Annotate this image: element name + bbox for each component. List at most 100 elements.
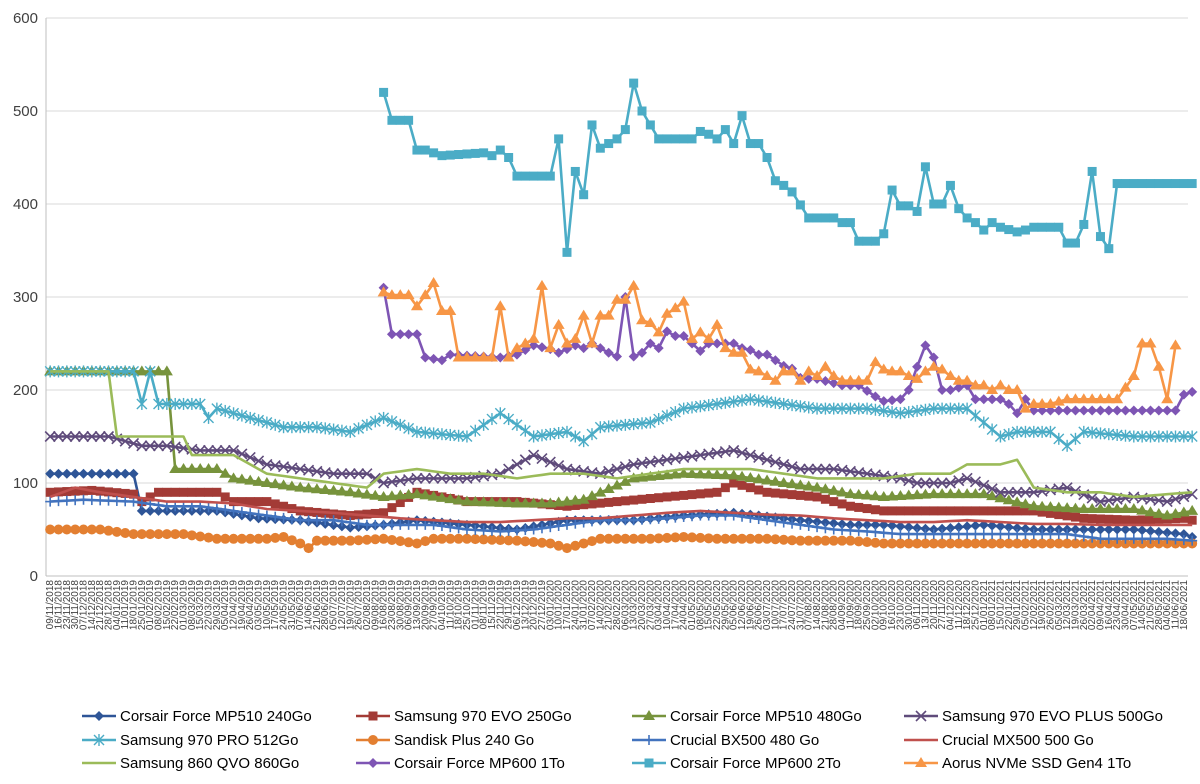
legend-marker bbox=[368, 711, 378, 721]
data-point bbox=[403, 422, 415, 435]
data-point bbox=[1078, 524, 1089, 535]
data-point bbox=[420, 145, 430, 155]
data-point bbox=[428, 353, 439, 364]
data-point bbox=[1011, 496, 1024, 507]
data-point bbox=[1070, 405, 1081, 416]
data-point bbox=[370, 519, 381, 530]
data-point bbox=[220, 533, 231, 544]
data-point bbox=[378, 519, 389, 530]
data-point bbox=[936, 402, 948, 415]
data-point bbox=[754, 139, 764, 149]
data-point bbox=[777, 365, 790, 376]
data-point bbox=[895, 521, 906, 532]
data-point bbox=[795, 519, 806, 530]
data-point bbox=[203, 502, 214, 513]
x-tick-label: 27/03/2020 bbox=[645, 580, 656, 630]
data-point bbox=[386, 519, 397, 530]
x-tick-label: 01/11/2019 bbox=[470, 580, 481, 630]
legend-marker bbox=[368, 758, 378, 768]
data-point bbox=[420, 352, 431, 363]
data-point bbox=[637, 494, 647, 504]
data-point bbox=[695, 126, 705, 136]
data-point bbox=[153, 505, 164, 516]
y-tick-label: 500 bbox=[13, 103, 38, 120]
data-point bbox=[228, 407, 240, 420]
data-point bbox=[670, 512, 681, 523]
data-point bbox=[520, 524, 531, 535]
data-point bbox=[320, 515, 331, 526]
data-point bbox=[728, 533, 739, 544]
data-point bbox=[136, 505, 147, 516]
data-point bbox=[862, 526, 873, 537]
data-point bbox=[494, 300, 507, 311]
data-point bbox=[1045, 405, 1056, 416]
data-point bbox=[986, 384, 999, 394]
x-tick-label: 22/11/2019 bbox=[495, 580, 506, 630]
x-tick-label: 22/02/2019 bbox=[170, 580, 181, 630]
data-point bbox=[694, 326, 707, 337]
data-point bbox=[285, 480, 298, 491]
data-point bbox=[353, 535, 364, 546]
data-point bbox=[1002, 494, 1015, 505]
data-point bbox=[1036, 500, 1049, 511]
data-point bbox=[661, 469, 674, 480]
data-point bbox=[687, 490, 697, 500]
data-point bbox=[78, 524, 89, 535]
x-tick-label: 18/01/2019 bbox=[129, 580, 140, 630]
data-point bbox=[1086, 503, 1099, 514]
data-point bbox=[837, 499, 847, 509]
series-line bbox=[49, 486, 1193, 527]
x-tick-label: 10/05/2019 bbox=[262, 580, 273, 630]
data-point bbox=[495, 526, 506, 537]
data-point bbox=[637, 514, 648, 525]
x-tick-label: 10/01/2020 bbox=[554, 580, 565, 630]
x-tick-label: 20/12/2019 bbox=[529, 580, 540, 630]
data-point bbox=[519, 497, 532, 508]
data-point bbox=[937, 199, 947, 209]
data-point bbox=[286, 421, 298, 434]
legend-label: Aorus NVMe SSD Gen4 1To bbox=[942, 755, 1131, 772]
data-point bbox=[1128, 405, 1139, 416]
data-point bbox=[61, 495, 72, 506]
data-point bbox=[362, 509, 372, 519]
data-point bbox=[1053, 432, 1065, 445]
data-point bbox=[969, 409, 981, 422]
data-point bbox=[360, 488, 373, 499]
data-point bbox=[1028, 425, 1040, 438]
data-point bbox=[828, 524, 839, 535]
data-point bbox=[344, 486, 357, 497]
data-point bbox=[1161, 393, 1174, 404]
data-point bbox=[662, 134, 672, 144]
legend-item: Corsair Force MP510 240Go bbox=[82, 708, 312, 725]
data-point bbox=[70, 468, 81, 479]
data-point bbox=[744, 449, 756, 461]
data-point bbox=[802, 365, 815, 376]
data-point bbox=[828, 535, 839, 546]
data-point bbox=[211, 533, 222, 544]
data-point bbox=[1012, 227, 1022, 237]
x-tick-label: 29/01/2021 bbox=[1012, 580, 1023, 630]
data-point bbox=[894, 490, 907, 501]
data-point bbox=[1028, 538, 1039, 549]
data-point bbox=[762, 487, 772, 497]
data-point bbox=[727, 346, 740, 357]
data-point bbox=[386, 329, 397, 340]
x-tick-label: 17/05/2019 bbox=[270, 580, 281, 630]
legend-item: Samsung 970 EVO 250Go bbox=[356, 708, 572, 725]
data-point bbox=[1053, 538, 1064, 549]
x-tick-label: 24/04/2020 bbox=[679, 580, 690, 630]
data-point bbox=[579, 190, 589, 200]
data-point bbox=[103, 468, 114, 479]
data-point bbox=[253, 509, 264, 520]
x-tick-label: 31/05/2019 bbox=[287, 580, 298, 630]
data-point bbox=[920, 523, 931, 534]
data-point bbox=[644, 317, 657, 328]
data-point bbox=[778, 534, 789, 545]
data-point bbox=[403, 329, 414, 340]
data-point bbox=[554, 134, 564, 144]
data-point bbox=[704, 129, 714, 139]
data-point bbox=[1137, 515, 1147, 525]
data-point bbox=[903, 529, 914, 540]
data-point bbox=[870, 537, 881, 548]
data-point bbox=[962, 506, 972, 516]
